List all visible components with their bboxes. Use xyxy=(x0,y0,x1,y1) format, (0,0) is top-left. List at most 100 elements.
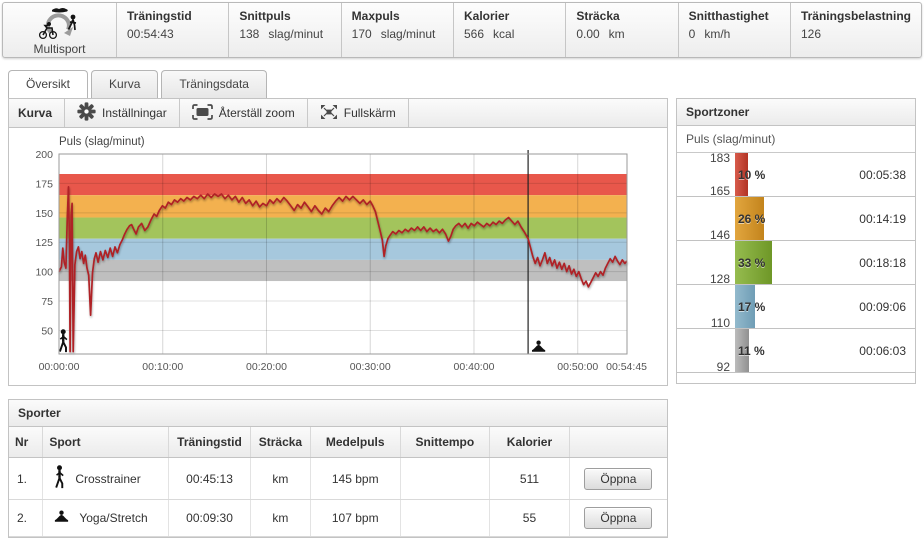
sports-panel: Sporter Nr Sport Träningstid Sträcka Medelpu… xyxy=(8,399,668,538)
stat-label: Snitthastighet xyxy=(688,9,769,23)
tab-översikt[interactable]: Översikt xyxy=(8,70,89,98)
svg-text:100: 100 xyxy=(35,267,53,279)
toolbar-button-label: Återställ zoom xyxy=(218,106,295,120)
heart-rate-chart[interactable]: Puls (slag/minut) 50 75 100 125 150 175 200 00:0… xyxy=(9,128,667,385)
toolbar-button-label: Inställningar xyxy=(102,106,167,120)
summary-stat-maxpuls: Maxpuls 170 slag/minut xyxy=(340,3,453,57)
chart-title: Puls (slag/minut) xyxy=(59,136,145,148)
sports-column-header: Nr xyxy=(9,427,44,458)
sports-column-header xyxy=(569,427,667,458)
open-sport-button[interactable]: Öppna xyxy=(584,507,653,529)
svg-text:00:10:00: 00:10:00 xyxy=(142,361,183,373)
sport-name: Yoga/Stretch xyxy=(79,511,148,525)
inst-llningar-button[interactable]: Inställningar xyxy=(65,99,180,127)
curve-panel: Kurva Inställningar Återställ zoom Fullskä… xyxy=(8,98,668,386)
stat-label: Kalorier xyxy=(463,9,510,23)
sport-action-cell: Öppna xyxy=(569,499,667,537)
sport-calories: 55 xyxy=(489,499,570,537)
zone-time: 00:05:38 xyxy=(859,167,906,182)
sport-avg-hr: 107 bpm xyxy=(310,499,401,537)
sports-table: Nr Sport Träningstid Sträcka Medelpuls Snitte… xyxy=(9,427,667,537)
zone-lower-limit: 92 xyxy=(716,360,730,374)
zone-bar xyxy=(735,197,765,240)
stat-unit: kcal xyxy=(493,27,515,41)
crosstrainer-icon xyxy=(53,465,66,492)
yoga-icon xyxy=(531,340,546,352)
curve-panel-title: Kurva xyxy=(9,99,66,127)
svg-text:175: 175 xyxy=(35,178,53,190)
sport-zone-row-1: 183 165 10 % 00:05:38 xyxy=(677,151,915,198)
stat-value-number: 126 xyxy=(800,27,821,41)
stat-unit: km xyxy=(608,27,625,41)
stat-value-number: 138 xyxy=(239,27,260,41)
stat-label: Snittpuls xyxy=(239,9,291,23)
sport-zone-row-4: 110 17 % 00:09:06 xyxy=(677,285,915,330)
stat-value-number: 566 xyxy=(463,27,485,41)
svg-text:125: 125 xyxy=(35,237,53,249)
zone-lower-limit: 110 xyxy=(710,316,730,330)
right-column: Sportzoner Puls (slag/minut) 183 165 10 % 0… xyxy=(676,98,916,384)
summary-stat-snittpuls: Snittpuls 138 slag/minut xyxy=(228,3,340,57)
stat-unit: slag/minut xyxy=(268,27,324,41)
zone-bar xyxy=(735,285,755,328)
-terst-ll-zoom-button[interactable]: Återställ zoom xyxy=(180,99,308,127)
svg-text:75: 75 xyxy=(41,296,53,308)
summary-stat-träningsbelastning: Träningsbelastning 126 xyxy=(789,3,921,57)
hr-zone-band xyxy=(59,217,627,239)
zone-limit-labels: 128 xyxy=(677,241,735,286)
sport-time: 00:09:30 xyxy=(168,499,251,537)
tab-kurva[interactable]: Kurva xyxy=(91,70,159,98)
svg-text:00:20:00: 00:20:00 xyxy=(246,361,287,373)
stat-value: 138 slag/minut xyxy=(239,27,330,41)
sport-zone-row-2: 146 26 % 00:14:19 xyxy=(677,197,915,242)
tab-träningsdata[interactable]: Träningsdata xyxy=(161,70,267,98)
stat-value: 0.00 km xyxy=(576,27,667,41)
stat-unit: slag/minut xyxy=(380,27,436,41)
sport-distance: km xyxy=(250,499,311,537)
stat-value-number: 0.00 xyxy=(576,27,600,41)
hr-zone-band xyxy=(59,238,627,260)
crosstrainer-icon xyxy=(58,329,68,353)
svg-text:200: 200 xyxy=(35,149,53,161)
multisport-icon xyxy=(37,5,83,44)
fullsk-rm-button[interactable]: Fullskärm xyxy=(308,99,409,127)
heart-rate-line xyxy=(58,186,628,353)
zone-bar xyxy=(735,153,748,196)
zone-percentage: 26 % xyxy=(738,211,766,226)
zone-limit-labels: 92 xyxy=(677,329,735,374)
sport-nr: 2. xyxy=(9,499,44,537)
zone-time: 00:09:06 xyxy=(859,299,906,314)
sport-pace xyxy=(400,499,491,537)
sports-panel-title: Sporter xyxy=(9,400,667,427)
gear-icon xyxy=(77,102,96,124)
sport-name-inner: Crosstrainer xyxy=(49,465,162,492)
zone-lower-limit: 165 xyxy=(709,184,730,198)
sport-name-inner: Yoga/Stretch xyxy=(49,510,162,526)
sport-calories: 511 xyxy=(489,457,570,500)
stat-label: Maxpuls xyxy=(351,9,400,23)
open-sport-button[interactable]: Öppna xyxy=(584,467,653,490)
sport-time: 00:45:13 xyxy=(168,457,251,500)
activity-cell: Multisport xyxy=(3,3,116,57)
tab-bar: Översikt Kurva Träningsdata xyxy=(0,58,924,98)
sport-name: Crosstrainer xyxy=(75,471,141,486)
zone-percentage: 17 % xyxy=(738,299,766,314)
svg-text:00:40:00: 00:40:00 xyxy=(454,361,495,373)
stat-value-number: 0 xyxy=(688,27,696,41)
reset-zoom-icon xyxy=(191,103,213,123)
sport-zones-subtitle: Puls (slag/minut) xyxy=(677,126,915,153)
zone-lower-limit: 128 xyxy=(709,272,730,286)
sport-row-crosstrainer: 1. Crosstrainer 00:45:13 km 145 bpm 511 Öppna xyxy=(9,457,667,500)
sport-zones-footer xyxy=(677,373,915,383)
curve-toolbar: Kurva Inställningar Återställ zoom Fullskä… xyxy=(9,99,667,128)
svg-text:00:00:00: 00:00:00 xyxy=(39,361,80,373)
sport-avg-hr: 145 bpm xyxy=(310,457,401,500)
svg-text:00:50:00: 00:50:00 xyxy=(557,361,598,373)
stat-value: 0 km/h xyxy=(689,27,780,41)
sports-column-header: Sträcka xyxy=(250,427,311,458)
left-column: Kurva Inställningar Återställ zoom Fullskä… xyxy=(8,98,668,538)
svg-text:150: 150 xyxy=(35,208,53,220)
sport-name-cell: Crosstrainer xyxy=(42,457,170,500)
stat-value: 170 slag/minut xyxy=(352,27,443,41)
summary-stat-träningstid: Träningstid 00:54:43 xyxy=(116,3,228,57)
